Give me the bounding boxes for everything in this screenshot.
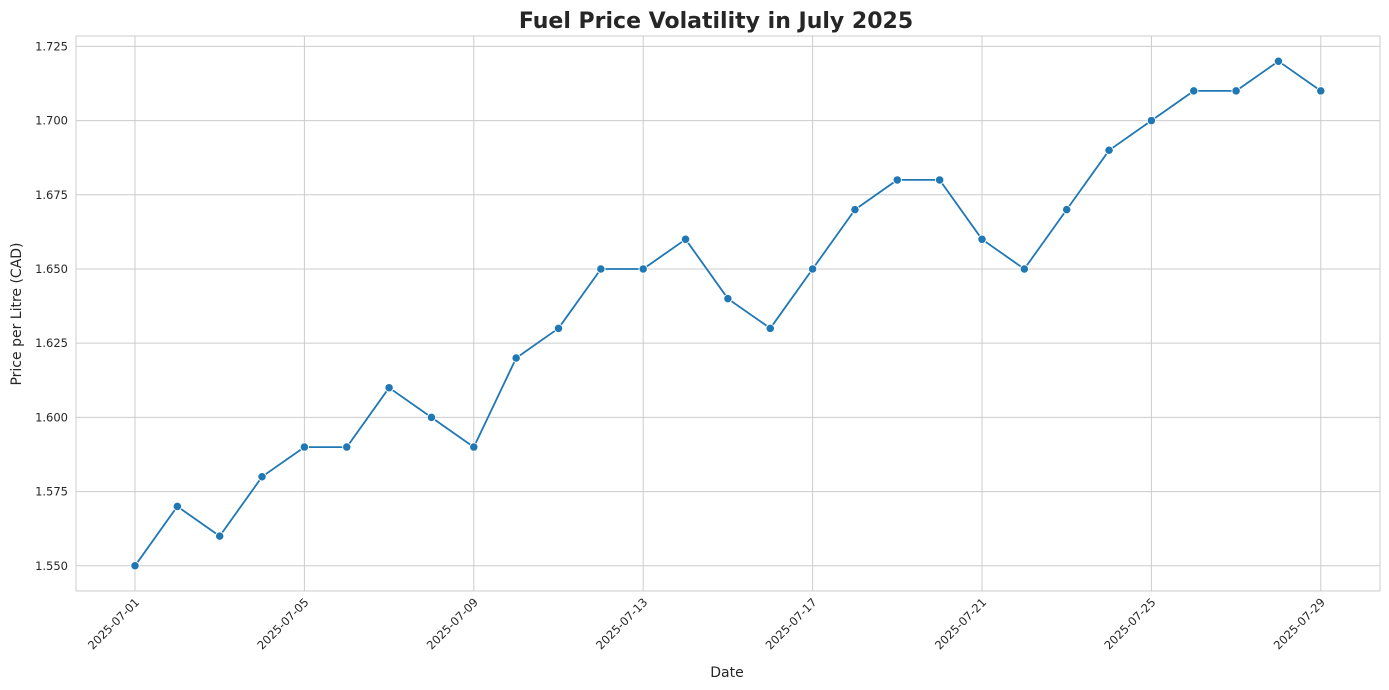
y-axis: 1.550 1.575 1.600 1.625 1.650 1.675 1.700 1.725 — [35, 39, 68, 572]
y-tick-label: 1.650 — [35, 262, 68, 276]
data-point — [1062, 204, 1072, 215]
y-tick-label: 1.575 — [35, 485, 68, 499]
data-point — [1316, 86, 1326, 96]
data-point — [1146, 115, 1157, 126]
x-tick-label: 2025-07-17 — [763, 595, 820, 652]
data-point — [1104, 145, 1114, 155]
data-point — [469, 442, 479, 452]
y-axis-label: Price per Litre (CAD) — [9, 242, 25, 385]
data-point — [511, 353, 521, 363]
data-point — [765, 323, 775, 333]
x-axis-label: Date — [710, 665, 743, 681]
data-point — [892, 175, 902, 185]
grid — [76, 36, 1380, 591]
data-point — [1231, 86, 1241, 96]
chart-title: Fuel Price Volatility in July 2025 — [519, 9, 913, 34]
series-line — [134, 60, 1322, 567]
x-tick-label: 2025-07-29 — [1271, 595, 1328, 652]
y-tick-label: 1.700 — [35, 114, 68, 128]
y-tick-label: 1.600 — [35, 410, 68, 424]
data-point — [1019, 264, 1029, 274]
data-point — [1189, 86, 1199, 96]
data-point — [723, 294, 733, 304]
x-axis: 2025-07-01 2025-07-05 2025-07-09 2025-07-13… — [85, 595, 1328, 652]
y-tick-label: 1.675 — [35, 188, 68, 202]
data-point — [680, 234, 691, 244]
y-tick-label: 1.550 — [35, 559, 68, 573]
data-point — [850, 204, 860, 215]
data-point — [130, 561, 140, 571]
x-tick-label: 2025-07-05 — [254, 595, 311, 652]
data-point — [257, 472, 267, 482]
data-point — [596, 264, 606, 274]
x-tick-label: 2025-07-09 — [424, 595, 481, 652]
y-tick-label: 1.725 — [35, 39, 68, 53]
y-tick-label: 1.625 — [35, 336, 68, 350]
data-point — [299, 442, 310, 452]
data-point — [553, 323, 564, 333]
data-point — [426, 412, 437, 423]
x-tick-label: 2025-07-13 — [593, 595, 650, 652]
data-point — [172, 501, 183, 512]
plot-area — [75, 35, 1381, 592]
data-point — [935, 175, 945, 185]
data-point — [342, 442, 352, 452]
data-point — [807, 264, 818, 274]
price-series — [130, 56, 1326, 571]
x-tick-label: 2025-07-01 — [85, 595, 142, 652]
data-point — [1273, 56, 1284, 66]
data-point — [215, 531, 225, 541]
x-tick-label: 2025-07-21 — [932, 595, 989, 652]
data-point — [977, 234, 987, 244]
data-point — [384, 383, 394, 393]
x-tick-label: 2025-07-25 — [1101, 595, 1158, 652]
data-point — [638, 264, 648, 274]
